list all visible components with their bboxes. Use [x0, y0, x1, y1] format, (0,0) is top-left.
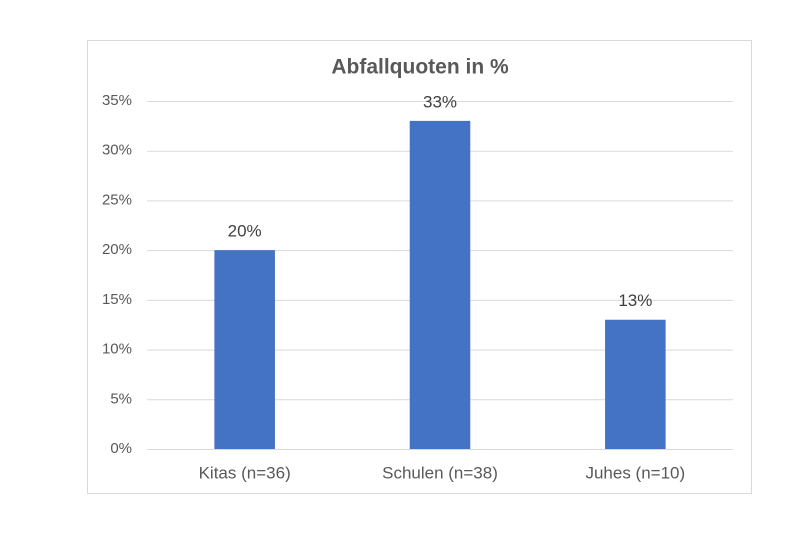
y-tick-label: 15% [102, 291, 132, 308]
y-tick-label: 5% [110, 390, 132, 407]
value-label: 13% [618, 291, 652, 310]
x-tick-label: Juhes (n=10) [585, 463, 685, 482]
y-tick-label: 20% [102, 241, 132, 258]
value-label: 20% [228, 222, 262, 241]
y-tick-label: 30% [102, 142, 132, 159]
y-tick-label: 0% [110, 440, 132, 457]
bar [605, 319, 666, 449]
y-tick-label: 10% [102, 341, 132, 358]
y-tick-label: 35% [102, 92, 132, 109]
x-tick-label: Kitas (n=36) [199, 463, 291, 482]
chart-title: Abfallquoten in % [331, 56, 509, 79]
x-tick-label: Schulen (n=38) [382, 463, 498, 482]
y-tick-label: 25% [102, 191, 132, 208]
value-label: 33% [423, 92, 457, 111]
bar [214, 250, 275, 449]
bar [409, 120, 471, 449]
